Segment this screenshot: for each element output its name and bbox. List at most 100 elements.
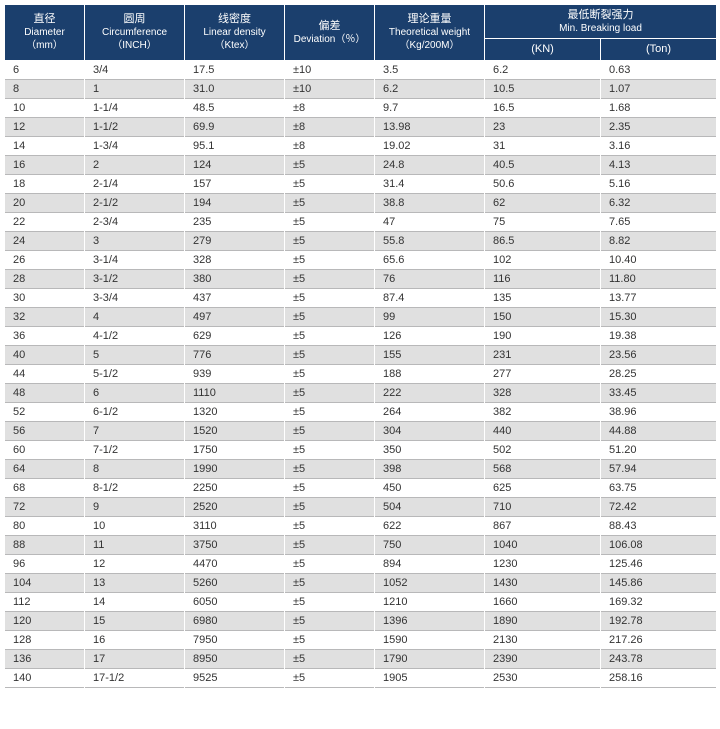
table-row: 283-1/2380±57611611.80 xyxy=(5,269,717,288)
table-cell: 72 xyxy=(5,497,85,516)
table-cell: 504 xyxy=(375,497,485,516)
table-cell: 1052 xyxy=(375,573,485,592)
table-cell: 30 xyxy=(5,288,85,307)
table-cell: 1 xyxy=(85,79,185,98)
table-cell: 15.30 xyxy=(601,307,717,326)
table-cell: ±5 xyxy=(285,440,375,459)
header-en: Circumference xyxy=(89,26,180,39)
table-cell: 1320 xyxy=(185,402,285,421)
table-cell: 65.6 xyxy=(375,250,485,269)
table-cell: 17.5 xyxy=(185,60,285,79)
table-cell: ±10 xyxy=(285,79,375,98)
table-cell: 16.5 xyxy=(485,98,601,117)
table-cell: ±5 xyxy=(285,535,375,554)
table-cell: 44.88 xyxy=(601,421,717,440)
table-cell: 13.98 xyxy=(375,117,485,136)
table-row: 222-3/4235±547757.65 xyxy=(5,212,717,231)
col-weight: 理论重量 Theoretical weight （Kg/200M） xyxy=(375,5,485,61)
table-cell: 6050 xyxy=(185,592,285,611)
table-cell: 1520 xyxy=(185,421,285,440)
table-cell: 710 xyxy=(485,497,601,516)
table-cell: ±5 xyxy=(285,269,375,288)
table-cell: 28.25 xyxy=(601,364,717,383)
table-cell: 776 xyxy=(185,345,285,364)
table-cell: 9 xyxy=(85,497,185,516)
table-cell: 188 xyxy=(375,364,485,383)
table-cell: 126 xyxy=(375,326,485,345)
table-cell: ±5 xyxy=(285,421,375,440)
table-cell: 1430 xyxy=(485,573,601,592)
table-cell: 222 xyxy=(375,383,485,402)
table-row: 112146050±512101660169.32 xyxy=(5,592,717,611)
table-cell: 231 xyxy=(485,345,601,364)
table-cell: 4.13 xyxy=(601,155,717,174)
table-cell: ±5 xyxy=(285,212,375,231)
table-cell: 69.9 xyxy=(185,117,285,136)
col-diameter: 直径 Diameter （mm） xyxy=(5,5,85,61)
table-row: 303-3/4437±587.413513.77 xyxy=(5,288,717,307)
table-cell: 2-1/4 xyxy=(85,174,185,193)
table-cell: ±5 xyxy=(285,611,375,630)
table-row: 324497±59915015.30 xyxy=(5,307,717,326)
table-cell: ±5 xyxy=(285,478,375,497)
table-cell: 192.78 xyxy=(601,611,717,630)
table-row: 128167950±515902130217.26 xyxy=(5,630,717,649)
table-cell: ±5 xyxy=(285,383,375,402)
table-cell: 64 xyxy=(5,459,85,478)
table-cell: 11.80 xyxy=(601,269,717,288)
table-cell: 17-1/2 xyxy=(85,668,185,687)
table-cell: 6 xyxy=(85,383,185,402)
spec-table: 直径 Diameter （mm） 圆周 Circumference （INCH）… xyxy=(4,4,717,688)
table-cell: 1-1/4 xyxy=(85,98,185,117)
table-cell: 8-1/2 xyxy=(85,478,185,497)
table-cell: 2-1/2 xyxy=(85,193,185,212)
table-cell: 80 xyxy=(5,516,85,535)
table-cell: 5 xyxy=(85,345,185,364)
table-cell: 382 xyxy=(485,402,601,421)
table-cell: 44 xyxy=(5,364,85,383)
table-cell: 16 xyxy=(5,155,85,174)
table-cell: 14 xyxy=(85,592,185,611)
table-cell: 1396 xyxy=(375,611,485,630)
table-cell: ±5 xyxy=(285,402,375,421)
table-cell: 217.26 xyxy=(601,630,717,649)
table-cell: 2530 xyxy=(485,668,601,687)
table-cell: 6980 xyxy=(185,611,285,630)
table-cell: 894 xyxy=(375,554,485,573)
table-cell: 264 xyxy=(375,402,485,421)
table-cell: 140 xyxy=(5,668,85,687)
table-row: 101-1/448.5±89.716.51.68 xyxy=(5,98,717,117)
table-row: 607-1/21750±535050251.20 xyxy=(5,440,717,459)
table-cell: 497 xyxy=(185,307,285,326)
table-row: 136178950±517902390243.78 xyxy=(5,649,717,668)
header-unit: （INCH） xyxy=(89,39,180,52)
table-cell: 68 xyxy=(5,478,85,497)
table-cell: 125.46 xyxy=(601,554,717,573)
table-cell: 88.43 xyxy=(601,516,717,535)
table-row: 405776±515523123.56 xyxy=(5,345,717,364)
table-row: 445-1/2939±518827728.25 xyxy=(5,364,717,383)
table-cell: 60 xyxy=(5,440,85,459)
table-row: 14017-1/29525±519052530258.16 xyxy=(5,668,717,687)
table-cell: 136 xyxy=(5,649,85,668)
header-unit: （Kg/200M） xyxy=(379,39,480,52)
table-cell: 112 xyxy=(5,592,85,611)
table-cell: 20 xyxy=(5,193,85,212)
header-cn: 圆周 xyxy=(89,12,180,26)
table-cell: 3750 xyxy=(185,535,285,554)
table-cell: 26 xyxy=(5,250,85,269)
table-cell: 55.8 xyxy=(375,231,485,250)
table-cell: 33.45 xyxy=(601,383,717,402)
table-cell: 6.32 xyxy=(601,193,717,212)
table-cell: 1905 xyxy=(375,668,485,687)
table-cell: 3110 xyxy=(185,516,285,535)
table-cell: 5.16 xyxy=(601,174,717,193)
table-cell: 190 xyxy=(485,326,601,345)
table-cell: ±5 xyxy=(285,592,375,611)
table-row: 243279±555.886.58.82 xyxy=(5,231,717,250)
table-cell: 17 xyxy=(85,649,185,668)
table-cell: 19.02 xyxy=(375,136,485,155)
table-cell: 5-1/2 xyxy=(85,364,185,383)
header-en: Deviation（％） xyxy=(289,33,370,46)
header-cn: 线密度 xyxy=(189,12,280,26)
